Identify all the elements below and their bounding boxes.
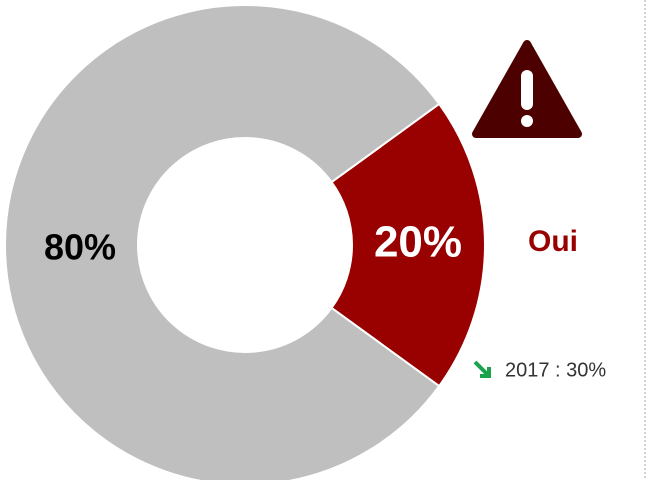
trend-arrow — [473, 360, 491, 378]
warning-icon — [472, 40, 582, 138]
annotation: 2017 : 30% — [505, 359, 606, 381]
donut-segment — [3, 4, 441, 480]
data-label: 20% — [374, 218, 462, 267]
donut-segment — [330, 102, 486, 388]
data-label: 80% — [44, 227, 116, 268]
category-label: Oui — [528, 225, 578, 258]
